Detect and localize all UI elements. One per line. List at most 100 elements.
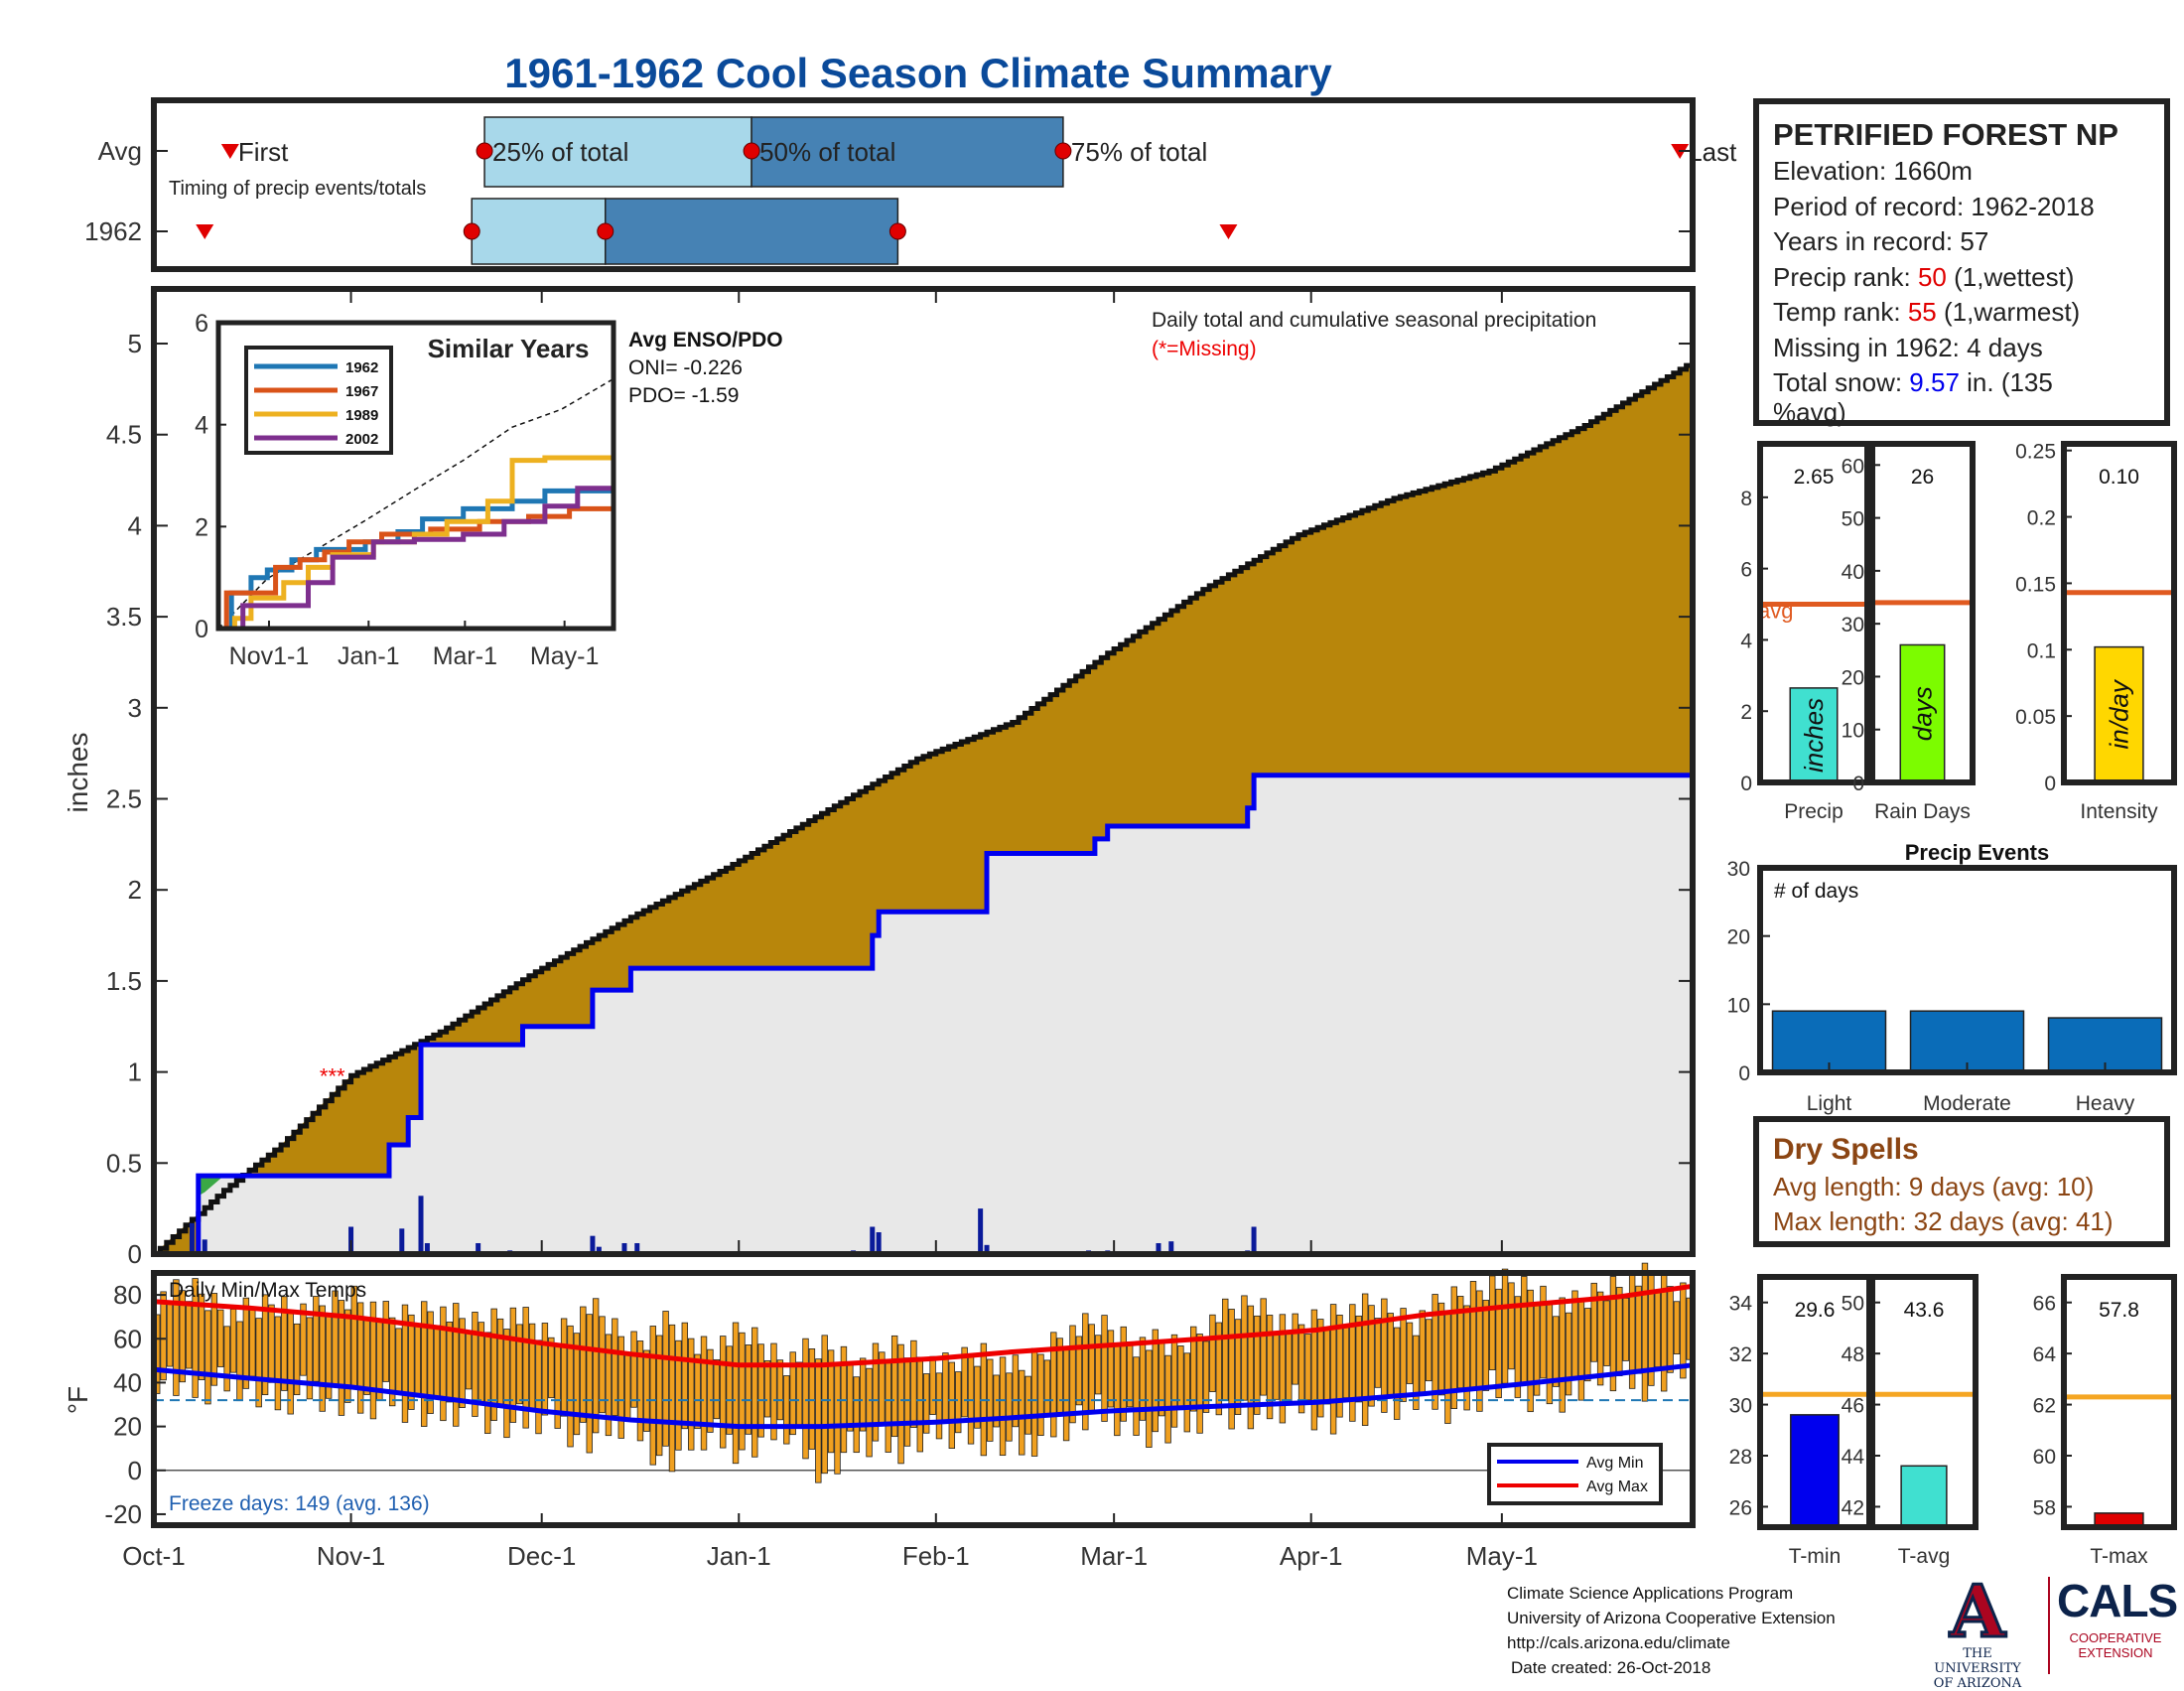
precip-rank-suffix: (1,wettest) [1946,261,2075,292]
daily-temp-bar [1030,1347,1038,1457]
daily-temp-bar [757,1343,764,1438]
temp-summary-bar-0 [1790,1414,1840,1528]
inset-legend-label-1989: 1989 [345,407,378,424]
daily-temp-bar [1596,1291,1604,1386]
total-snow: Total snow: 9.57 in. (135 [1773,365,2150,401]
daily-precip-bar [621,1242,627,1254]
timing-marker-p75-Avg [1054,142,1072,160]
ua-logo-line-2: OF ARIZONA [1933,1676,2022,1691]
temp-rank-prefix: Temp rank: [1773,297,1908,327]
station-info-box: PETRIFIED FOREST NP Elevation: 1660m Per… [1753,98,2170,427]
daily-temp-bar [217,1309,224,1367]
daily-temp-bar [1183,1352,1191,1433]
daily-temp-bar [605,1334,613,1437]
timing-marker-p50-Avg [743,142,760,160]
daily-precip-bar [596,1246,602,1254]
summary-precip-panels: 2.65 Precip inches avg 0 2 4 6 8 26 Rain Days days 0… [1740,441,2177,823]
dry-spells-avg: Avg length: 9 days (avg: 10) [1773,1172,2095,1201]
precip-ytick-label: 0.5 [106,1148,142,1178]
daily-temp-bar [1609,1276,1617,1392]
precip-summary-bar-2 [2094,645,2144,783]
daily-precip-bar [189,1222,195,1254]
daily-temp-bar [332,1290,339,1386]
daily-temp-bar [522,1307,529,1429]
daily-temp-bar [293,1323,301,1396]
precip-ytick-label: 0 [128,1239,142,1269]
cals-logo: CALS COOPERATIVE EXTENSION [2057,1575,2178,1660]
temps-xtick-label: Feb-1 [902,1541,970,1571]
temp-rank: Temp rank: 55 (1,warmest) [1773,295,2150,331]
daily-temp-bar [1495,1288,1502,1399]
daily-temp-bar [567,1325,574,1448]
daily-temp-bar [789,1351,796,1436]
temps-xtick-label: Apr-1 [1280,1541,1343,1571]
daily-temp-bar [1075,1336,1083,1406]
timing-row-label-Avg: Avg [98,136,142,166]
temp-summary-ytick-label: 28 [1729,1446,1752,1469]
daily-temp-bar [446,1321,454,1403]
ua-logo: A THE UNIVERSITY OF ARIZONA [1918,1574,2037,1691]
daily-temp-bar [1114,1344,1121,1437]
daily-temp-bar [694,1353,701,1430]
daily-temp-bar [465,1333,473,1390]
temp-summary-ytick-label: 46 [1842,1395,1864,1418]
daily-temp-bar [1400,1308,1407,1402]
daily-temp-bar [942,1352,949,1422]
daily-temp-bar [369,1301,377,1420]
temps-title: Daily Min/Max Temps [169,1279,366,1302]
timing-row-label-1962: 1962 [84,216,142,246]
daily-temp-bar [255,1318,262,1408]
daily-temp-bar [1120,1326,1127,1422]
daily-precip-bar [876,1231,882,1254]
daily-temp-bar [236,1321,243,1402]
daily-precip-bar [634,1242,640,1254]
temps-xtick-label: Dec-1 [507,1541,576,1571]
precip-summary-unit: in/day [2105,678,2134,749]
daily-temp-bar [421,1301,428,1427]
precip-frame [151,286,1696,1257]
daily-temp-bar [1584,1308,1591,1382]
daily-temp-bar [319,1305,326,1412]
precip-summary-ytick-label: 0.05 [2015,706,2056,729]
snow-suffix-2: %avg) [1773,396,1846,427]
daily-temp-bar [554,1344,561,1429]
daily-temp-bar [897,1343,904,1465]
daily-temp-bar [739,1332,746,1451]
daily-temp-bar [923,1373,930,1434]
daily-temp-bar [509,1307,517,1423]
daily-temp-bar [821,1335,828,1475]
daily-temp-bar [408,1314,415,1410]
daily-temp-bar [675,1339,682,1451]
temps-ytick-label: -20 [104,1499,142,1529]
daily-temp-bar [999,1356,1007,1457]
precip-summary-value: 2.65 [1794,466,1835,489]
daily-temp-bar [1323,1328,1330,1405]
temp-summary-bg [2064,1277,2174,1527]
daily-temp-bar [1043,1359,1051,1416]
precip-summary-unit: inches [1799,698,1829,773]
daily-temp-bar [866,1367,873,1458]
daily-temp-bar [1254,1315,1261,1415]
temp-summary-label: T-max [2090,1545,2148,1568]
daily-temp-bar [1577,1299,1585,1401]
temps-xtick-label: Oct-1 [122,1541,186,1571]
events-bar-heavy [2047,1017,2163,1073]
cals-coop-line-2: EXTENSION [2078,1645,2153,1660]
daily-temp-bar [1196,1334,1203,1434]
temps-frame [151,1270,1696,1528]
temps-xtick-label: Jan-1 [707,1541,771,1571]
events-title: Precip Events [1905,840,2050,865]
daily-temp-bar [668,1324,676,1473]
daily-temp-bar [1437,1302,1445,1396]
daily-temp-bar [1469,1281,1477,1390]
daily-temp-bar [630,1331,637,1408]
temp-summary-ytick-label: 32 [1729,1343,1752,1366]
temp-summary-ytick-label: 26 [1729,1496,1752,1519]
temp-summary-ytick-label: 34 [1729,1293,1753,1316]
precip-ytick-label: 2.5 [106,784,142,814]
daily-temp-bar [274,1316,282,1411]
inset-legend-label-1967: 1967 [345,383,378,400]
years-in-record: Years in record: 57 [1773,226,1989,256]
daily-temp-bar [662,1311,669,1447]
daily-temp-bar [395,1328,402,1393]
